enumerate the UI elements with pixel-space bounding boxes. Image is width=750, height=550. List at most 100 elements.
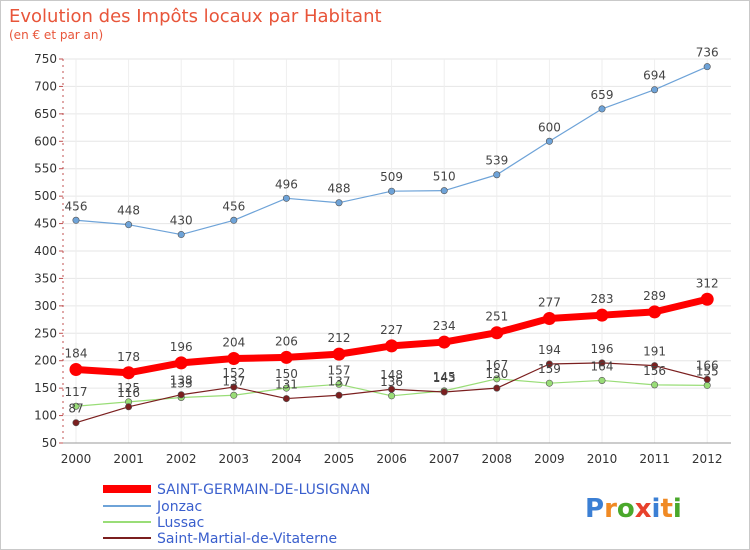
- data-label: 137: [328, 374, 351, 388]
- brand-wordmark: Proxiti: [585, 494, 682, 524]
- data-label: 155: [696, 364, 719, 378]
- data-label: 251: [485, 310, 508, 324]
- data-label: 138: [170, 374, 193, 388]
- data-point: [282, 395, 290, 403]
- brand-letter: P: [585, 494, 604, 524]
- data-point: [125, 221, 133, 229]
- data-label: 164: [591, 359, 614, 373]
- data-label: 184: [65, 346, 88, 360]
- data-label: 125: [117, 381, 140, 395]
- brand-letter: x: [635, 494, 652, 524]
- data-label: 659: [591, 88, 614, 102]
- data-point: [335, 380, 343, 388]
- data-label: 456: [65, 199, 88, 213]
- y-tick-label: 50: [42, 436, 57, 450]
- legend-label: Lussac: [157, 515, 204, 531]
- y-tick-label: 300: [34, 299, 57, 313]
- legend-label: Jonzac: [156, 499, 202, 515]
- x-tick-label: 2005: [324, 452, 355, 466]
- x-tick-label: 2007: [429, 452, 460, 466]
- data-label: 510: [433, 170, 456, 184]
- y-tick-label: 100: [34, 409, 57, 423]
- data-label: 87: [68, 402, 83, 416]
- data-label: 194: [538, 343, 561, 357]
- data-label: 196: [170, 340, 193, 354]
- data-point: [545, 360, 553, 368]
- data-label: 150: [275, 367, 298, 381]
- data-label: 159: [538, 362, 561, 376]
- y-tick-label: 450: [34, 217, 57, 231]
- data-point: [69, 362, 83, 376]
- x-tick-label: 2008: [482, 452, 513, 466]
- x-tick-label: 2011: [639, 452, 670, 466]
- data-point: [388, 392, 396, 400]
- data-point: [335, 199, 343, 207]
- data-point: [230, 391, 238, 399]
- data-label: 509: [380, 170, 403, 184]
- data-point: [230, 216, 238, 224]
- x-tick-label: 2004: [271, 452, 302, 466]
- y-tick-label: 150: [34, 381, 57, 395]
- data-point: [279, 350, 293, 364]
- chart-subtitle: (en € et par an): [9, 28, 103, 42]
- legend: SAINT-GERMAIN-DE-LUSIGNANJonzacLussacSai…: [103, 482, 370, 547]
- data-label: 136: [380, 375, 403, 389]
- data-label: 131: [275, 378, 298, 392]
- data-label: 156: [643, 364, 666, 378]
- data-point: [700, 292, 714, 306]
- data-label: 496: [275, 177, 298, 191]
- data-point: [490, 326, 504, 340]
- data-label: 488: [328, 182, 351, 196]
- data-point: [440, 187, 448, 195]
- data-label: 456: [222, 199, 245, 213]
- data-point: [598, 105, 606, 113]
- y-tick-label: 400: [34, 244, 57, 258]
- y-tick-label: 250: [34, 326, 57, 340]
- y-tick-label: 350: [34, 271, 57, 285]
- x-tick-label: 2006: [376, 452, 407, 466]
- y-tick-label: 750: [34, 52, 57, 66]
- data-point: [651, 381, 659, 389]
- data-label: 277: [538, 295, 561, 309]
- data-point: [440, 388, 448, 396]
- y-tick-labels: 50 100 150 200 250 300 350 400 450 500 550 600 650 70…: [34, 52, 63, 450]
- x-tick-labels: 2000 2001 2002 2003 2004 2005 2006 2007 2008 2009…: [61, 452, 723, 466]
- y-tick-label: 500: [34, 189, 57, 203]
- brand-letter: i: [673, 494, 682, 524]
- data-label: 157: [328, 363, 351, 377]
- x-tick-label: 2009: [534, 452, 565, 466]
- data-label: 167: [485, 358, 508, 372]
- data-point: [385, 339, 399, 353]
- data-label: 116: [117, 386, 140, 400]
- data-labels: 117 125 133 137 150 157 136 145 167 159 164 156 155 8…: [65, 46, 719, 416]
- brand-letter: o: [617, 494, 635, 524]
- data-point: [703, 375, 711, 383]
- data-point: [72, 419, 80, 427]
- data-point: [598, 359, 606, 367]
- data-label: 212: [328, 331, 351, 345]
- data-point: [651, 362, 659, 370]
- data-label: 152: [222, 366, 245, 380]
- x-tick-label: 2000: [61, 452, 92, 466]
- data-point: [230, 383, 238, 391]
- data-point: [388, 385, 396, 393]
- data-label: 133: [170, 376, 193, 390]
- x-tick-label: 2003: [219, 452, 250, 466]
- data-point: [282, 194, 290, 202]
- x-tick-label: 2001: [113, 452, 144, 466]
- chart-title: Evolution des Impôts locaux par Habitant: [9, 6, 382, 27]
- series: [69, 63, 714, 427]
- data-point: [72, 216, 80, 224]
- data-point: [651, 86, 659, 94]
- x-tick-label: 2012: [692, 452, 723, 466]
- data-label: 227: [380, 323, 403, 337]
- data-point: [595, 308, 609, 322]
- data-point: [542, 311, 556, 325]
- data-point: [598, 376, 606, 384]
- data-point: [648, 305, 662, 319]
- y-tick-label: 650: [34, 107, 57, 121]
- data-label: 191: [643, 345, 666, 359]
- data-point: [493, 384, 501, 392]
